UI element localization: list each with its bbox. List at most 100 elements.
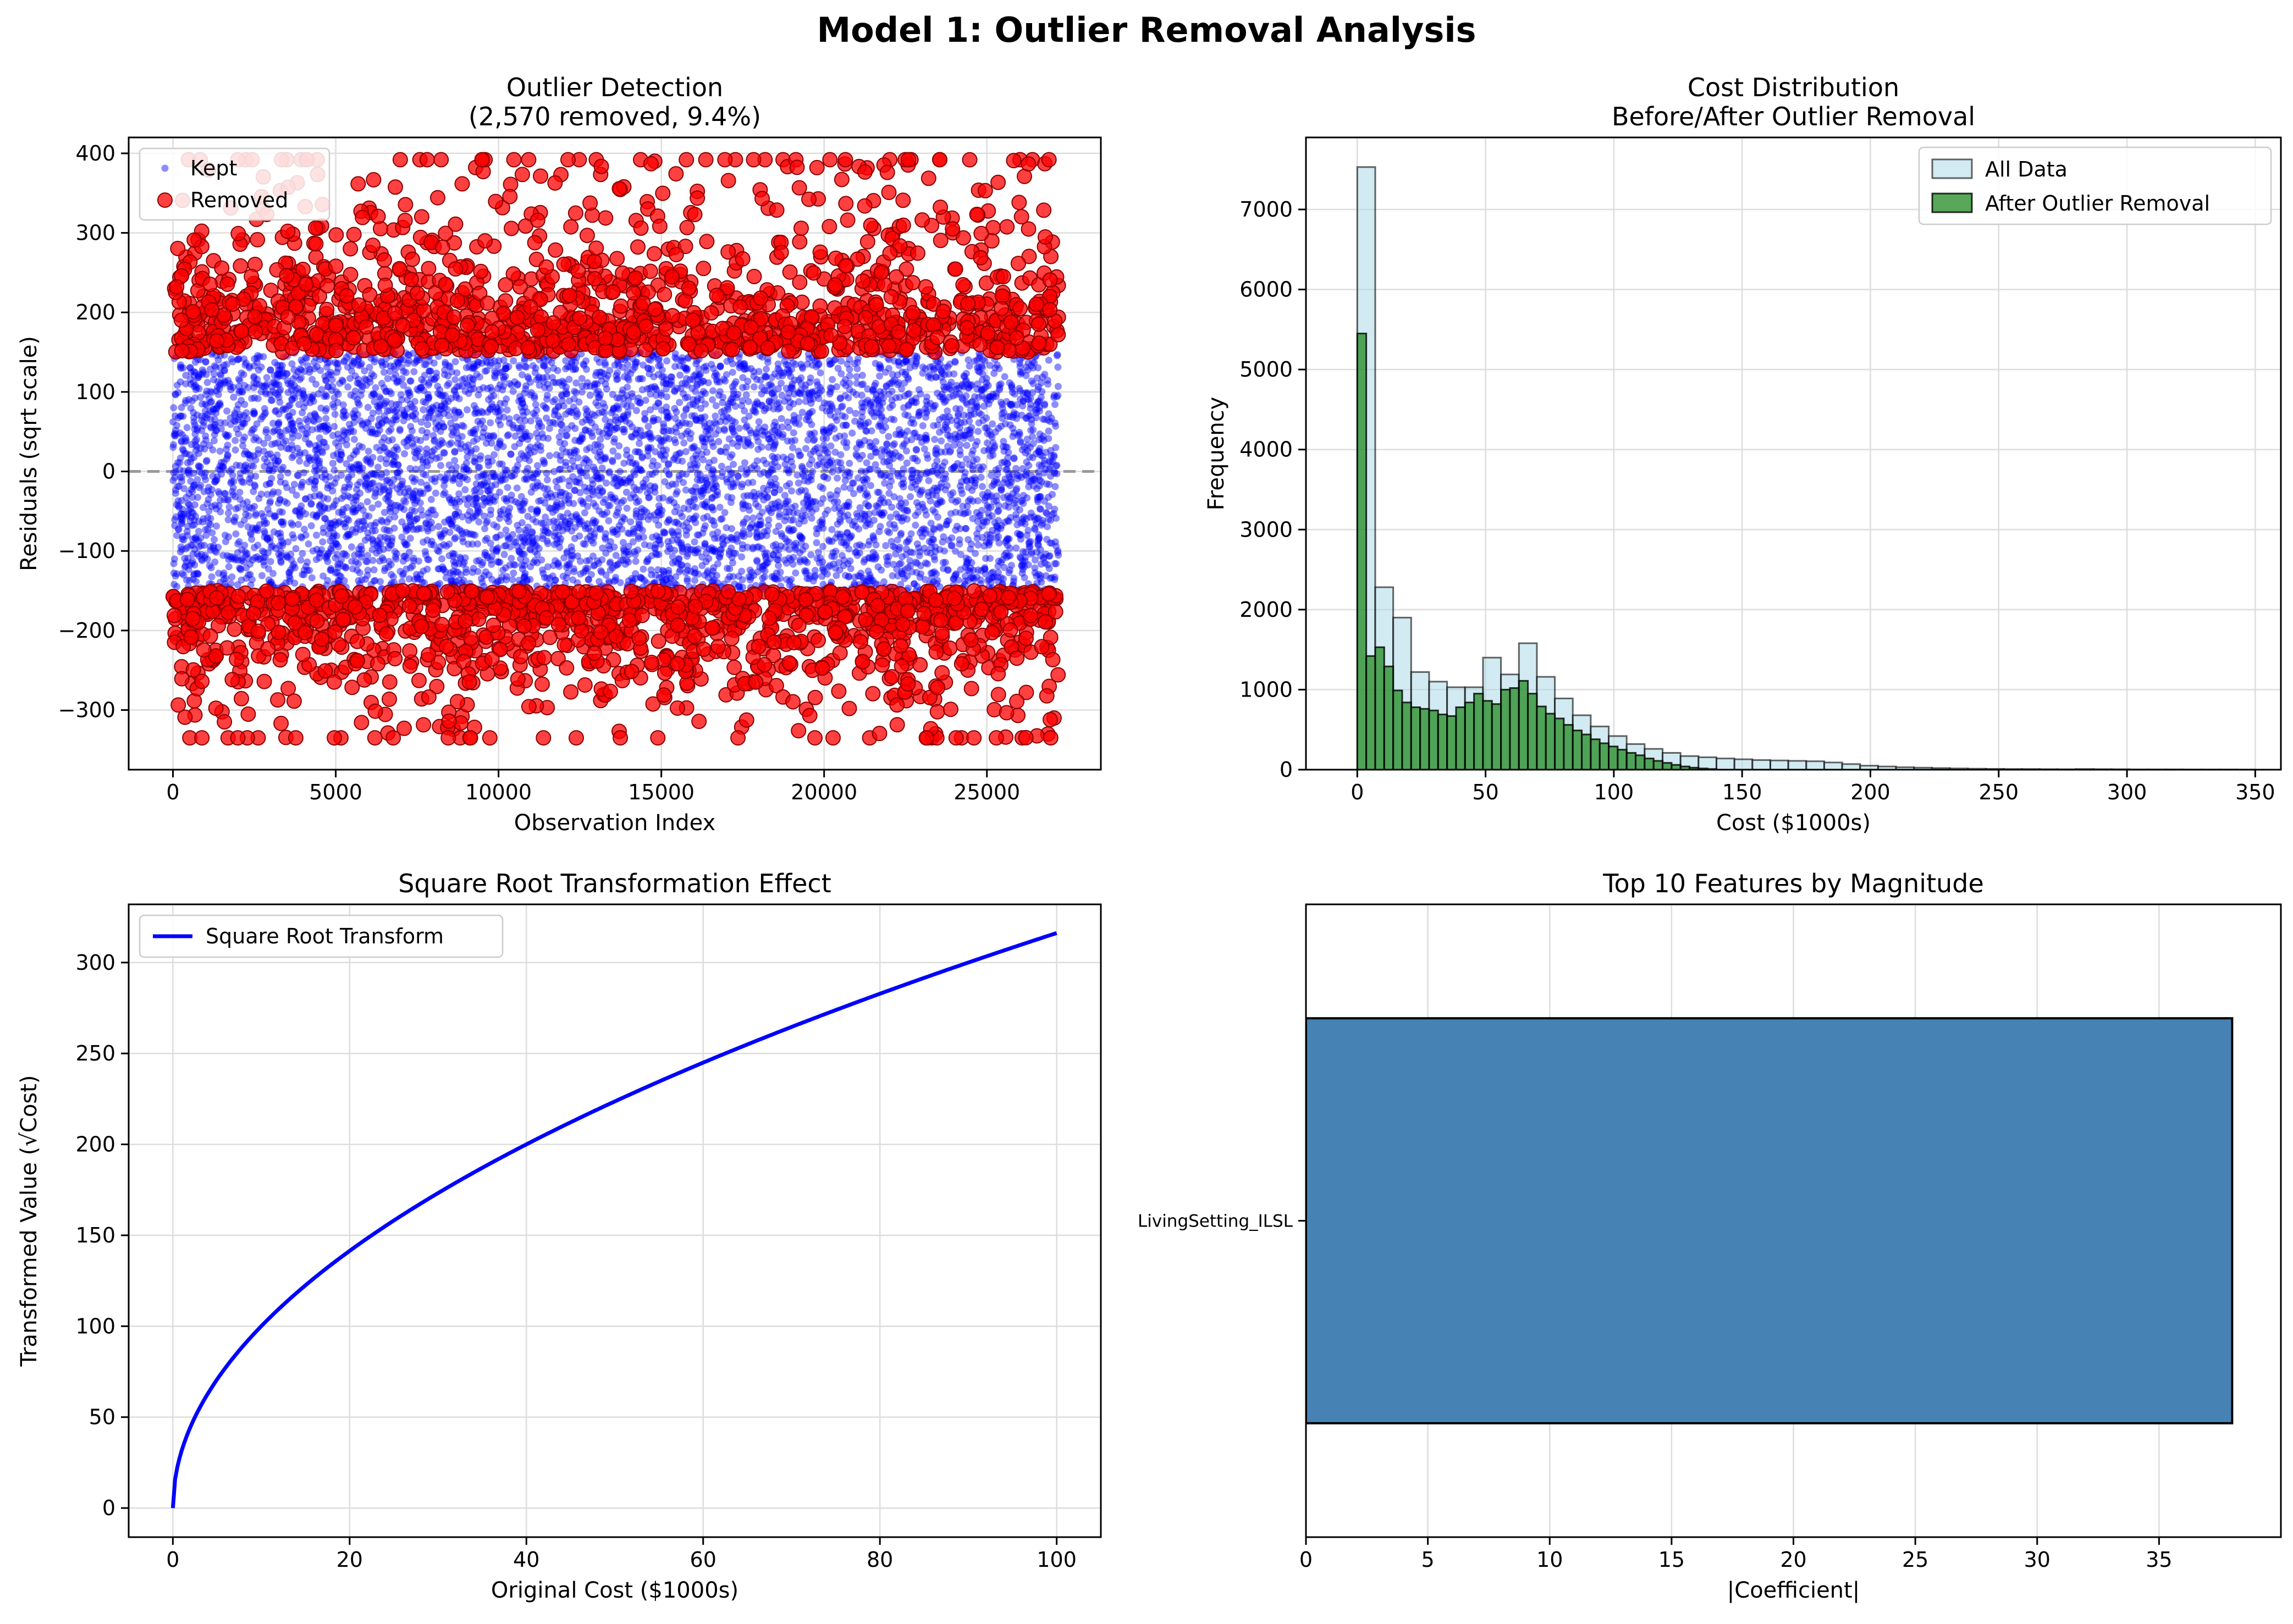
point-kept: [828, 457, 835, 465]
point-kept: [420, 387, 428, 394]
point-kept: [246, 504, 253, 511]
point-kept: [644, 423, 652, 430]
point-kept: [308, 375, 316, 383]
point-kept: [398, 396, 406, 404]
point-kept: [423, 520, 430, 528]
point-kept: [284, 389, 292, 396]
point-kept: [313, 545, 321, 553]
point-kept: [510, 357, 517, 364]
point-kept: [858, 399, 866, 407]
point-kept: [750, 489, 758, 496]
point-kept: [804, 351, 812, 358]
point-kept: [206, 441, 213, 449]
point-kept: [1001, 420, 1009, 428]
point-kept: [363, 474, 371, 482]
point-kept: [446, 496, 454, 503]
point-kept: [746, 506, 753, 514]
point-kept: [978, 386, 986, 394]
point-kept: [626, 530, 633, 538]
point-kept: [916, 490, 924, 498]
point-kept: [503, 406, 511, 414]
point-kept: [908, 484, 916, 491]
point-kept: [866, 574, 873, 582]
point-kept: [528, 528, 536, 535]
point-kept: [304, 567, 311, 575]
point-kept: [936, 416, 944, 423]
point-kept: [400, 368, 407, 375]
point-kept: [334, 577, 342, 584]
point-kept: [539, 378, 547, 385]
point-kept: [475, 464, 482, 471]
point-kept: [749, 478, 757, 486]
point-kept: [619, 386, 626, 394]
point-kept: [602, 496, 609, 503]
point-kept: [577, 467, 584, 475]
point-kept: [879, 511, 886, 519]
point-kept: [692, 483, 699, 491]
point-kept: [1034, 398, 1042, 405]
point-kept: [682, 405, 690, 412]
point-kept: [329, 383, 336, 390]
point-kept: [691, 538, 698, 546]
point-kept: [435, 523, 442, 531]
point-kept: [322, 515, 329, 523]
point-kept: [836, 518, 844, 526]
point-kept: [338, 451, 345, 459]
point-kept: [437, 462, 444, 469]
point-kept: [462, 364, 470, 372]
point-kept: [900, 440, 908, 448]
point-kept: [209, 405, 217, 413]
point-kept: [242, 461, 250, 469]
point-kept: [180, 571, 188, 579]
point-kept: [957, 486, 965, 494]
point-kept: [543, 373, 550, 380]
point-kept: [862, 427, 870, 435]
point-kept: [473, 502, 481, 510]
point-kept: [699, 438, 707, 445]
point-kept: [284, 469, 291, 477]
point-kept: [742, 423, 749, 431]
point-kept: [960, 411, 968, 419]
point-kept: [221, 367, 228, 374]
point-kept: [575, 515, 582, 522]
point-kept: [228, 478, 235, 485]
point-kept: [611, 476, 619, 483]
point-kept: [655, 521, 663, 529]
point-kept: [268, 474, 275, 482]
point-kept: [267, 462, 274, 469]
point-kept: [646, 385, 653, 392]
point-kept: [691, 577, 698, 584]
point-kept: [350, 499, 357, 506]
point-kept: [605, 517, 613, 524]
point-kept: [764, 431, 772, 439]
point-kept: [324, 577, 332, 584]
point-kept: [701, 543, 709, 550]
point-kept: [426, 409, 433, 417]
point-kept: [278, 466, 285, 473]
point-kept: [552, 396, 559, 404]
point-kept: [490, 451, 498, 459]
point-kept: [783, 537, 791, 545]
point-kept: [808, 456, 815, 464]
point-kept: [771, 426, 779, 434]
point-kept: [221, 490, 228, 497]
point-kept: [986, 452, 994, 460]
point-kept: [252, 380, 260, 388]
point-kept: [1027, 362, 1035, 369]
point-kept: [370, 577, 378, 585]
point-kept: [246, 529, 254, 537]
point-kept: [735, 438, 743, 446]
point-kept: [237, 566, 245, 573]
point-kept: [386, 505, 394, 512]
point-kept: [1009, 424, 1017, 432]
point-kept: [310, 511, 317, 519]
point-kept: [872, 541, 880, 549]
point-kept: [277, 443, 285, 451]
point-kept: [696, 417, 704, 424]
point-kept: [556, 415, 564, 423]
point-kept: [761, 567, 769, 575]
point-kept: [633, 426, 641, 434]
point-kept: [987, 504, 995, 511]
point-kept: [273, 451, 281, 459]
point-kept: [505, 431, 512, 439]
